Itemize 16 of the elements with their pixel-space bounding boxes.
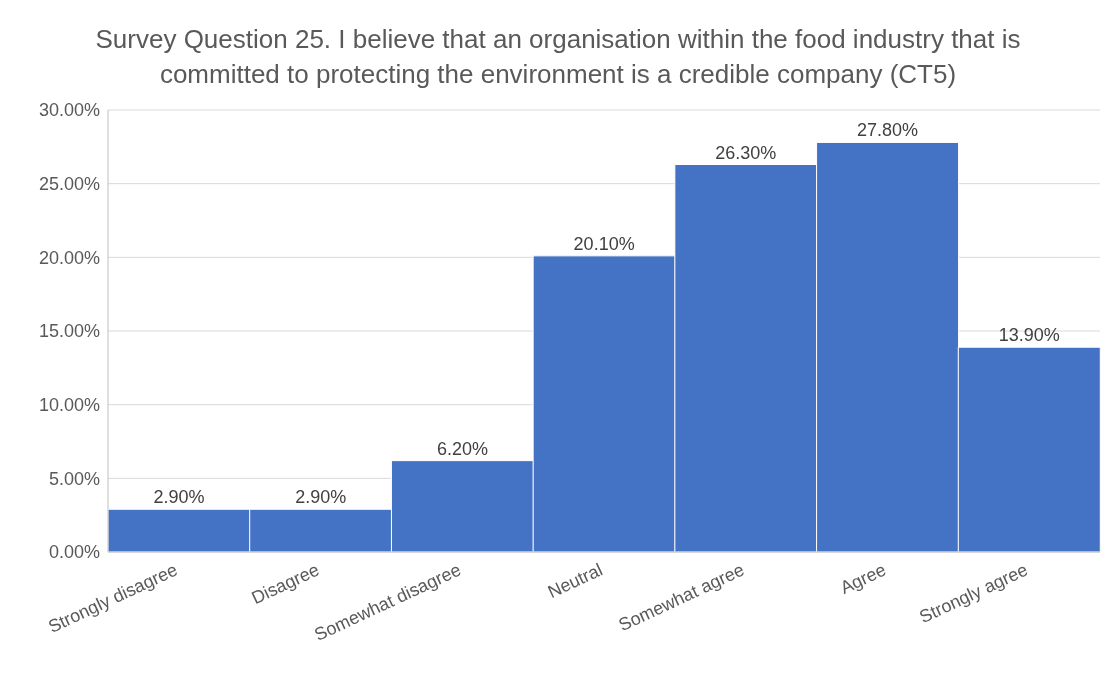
y-tick-label: 15.00% [38, 321, 100, 342]
x-tick-label: Agree [837, 559, 890, 598]
y-tick-label: 5.00% [48, 468, 100, 489]
data-label: 26.30% [715, 142, 777, 163]
data-label: 2.90% [153, 487, 205, 508]
chart-title: Survey Question 25. I believe that an organisation within the food industry that is committed to protecting the environment is a credible company (CT5) [94, 23, 1022, 91]
y-tick-label: 20.00% [38, 247, 100, 268]
y-tick-label: 25.00% [38, 174, 100, 195]
y-tick-label: 30.00% [38, 100, 100, 121]
data-label: 27.80% [857, 120, 919, 141]
data-label: 6.20% [436, 438, 488, 459]
data-label: 20.10% [573, 233, 635, 254]
data-label: 2.90% [295, 487, 347, 508]
data-label: 13.90% [998, 325, 1060, 346]
y-tick-label: 0.00% [48, 542, 100, 563]
y-tick-label: 10.00% [38, 395, 100, 416]
